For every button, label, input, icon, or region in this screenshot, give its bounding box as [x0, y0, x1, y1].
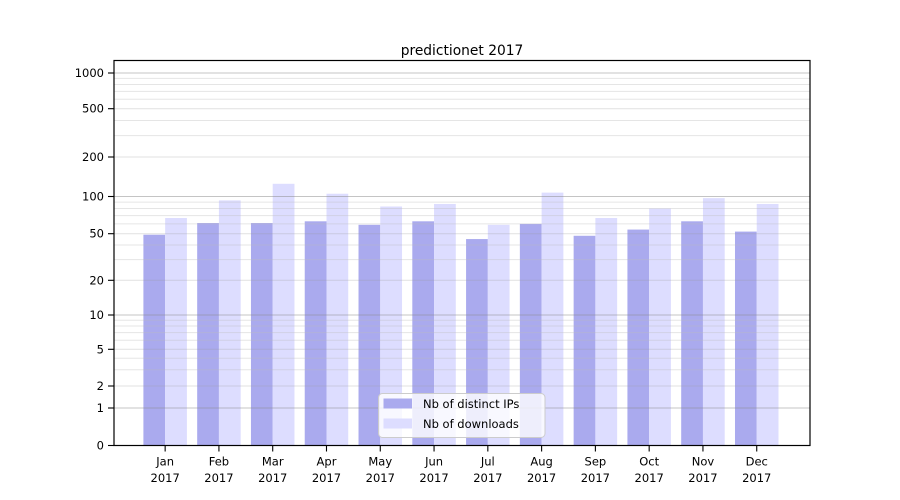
x-tick-label-month: Aug	[530, 455, 552, 469]
grid-layer	[114, 72, 810, 409]
x-tick-label-year: 2017	[204, 471, 233, 485]
bar-downloads-may	[380, 206, 403, 446]
x-tick-label-month: May	[368, 455, 392, 469]
legend-swatch-ips	[383, 398, 412, 409]
x-tick-label-month: Mar	[262, 455, 284, 469]
y-tick-label: 100	[82, 190, 104, 204]
bar-downloads-nov	[702, 198, 725, 446]
bar-downloads-aug	[541, 192, 564, 446]
y-tick-label: 200	[82, 150, 104, 164]
bar-downloads-apr	[326, 193, 349, 446]
bar-ips-nov	[681, 221, 703, 446]
x-tick-label-month: Jun	[424, 455, 443, 469]
bar-downloads-dec	[756, 203, 779, 446]
axes-layer: 0 1 2 5 10 20 50 100 200 500 1000 Jan 2017 Feb 2017 Mar…	[75, 59, 811, 485]
x-tick-label-month: Sep	[585, 455, 607, 469]
bar-ips-oct	[627, 229, 650, 446]
legend-label-downloads: Nb of downloads	[423, 417, 519, 431]
bar-ips-apr	[304, 221, 327, 446]
legend: Nb of distinct IPs Nb of downloads	[378, 393, 546, 438]
x-tick-label-month: Oct	[639, 455, 659, 469]
bar-ips-feb	[197, 223, 219, 446]
x-tick-label-year: 2017	[419, 471, 448, 485]
bar-downloads-jul	[487, 224, 510, 446]
legend-swatch-downloads	[383, 418, 412, 429]
y-tick-label: 10	[89, 308, 104, 322]
y-tick-label: 1000	[75, 66, 104, 80]
x-tick-label-month: Dec	[746, 455, 768, 469]
x-tick-label-year: 2017	[688, 471, 717, 485]
legend-box	[378, 393, 546, 438]
x-tick-label-year: 2017	[312, 471, 341, 485]
bar-ips-jun	[412, 221, 435, 446]
bar-downloads-jun	[434, 203, 456, 446]
x-tick-label-year: 2017	[258, 471, 287, 485]
y-tick-label: 2	[97, 379, 104, 393]
legend-label-ips: Nb of distinct IPs	[423, 397, 519, 411]
x-tick-label-year: 2017	[366, 471, 395, 485]
x-tick-label-year: 2017	[742, 471, 771, 485]
x-tick-label-month: Jul	[480, 455, 495, 469]
bar-ips-mar	[250, 223, 273, 446]
x-tick-label-year: 2017	[527, 471, 556, 485]
bar-ips-may	[358, 224, 381, 446]
y-tick-label: 1	[97, 401, 104, 415]
x-tick-label-month: Jan	[155, 455, 174, 469]
bar-downloads-sep	[595, 217, 618, 446]
bar-ips-dec	[734, 231, 757, 446]
x-tick-label-month: Apr	[317, 455, 337, 469]
x-tick-label-year: 2017	[151, 471, 180, 485]
y-tick-label: 0	[97, 439, 104, 453]
bar-downloads-jan	[165, 217, 187, 446]
x-tick-label-year: 2017	[635, 471, 664, 485]
bar-downloads-feb	[218, 200, 241, 446]
bar-ips-jan	[143, 234, 166, 446]
x-tick-label-year: 2017	[473, 471, 502, 485]
bar-ips-sep	[573, 235, 596, 446]
bar-ips-aug	[519, 223, 542, 446]
y-tick-label: 20	[89, 273, 104, 287]
x-tick-label-month: Nov	[692, 455, 715, 469]
plot-frame	[113, 59, 811, 447]
y-tick-label: 500	[82, 102, 104, 116]
y-tick-label: 50	[89, 227, 104, 241]
chart-title: predictionet 2017	[401, 43, 524, 59]
y-tick-label: 5	[97, 342, 104, 356]
x-tick-label-month: Feb	[209, 455, 229, 469]
bar-downloads-oct	[649, 208, 671, 446]
x-tick-label-year: 2017	[581, 471, 610, 485]
